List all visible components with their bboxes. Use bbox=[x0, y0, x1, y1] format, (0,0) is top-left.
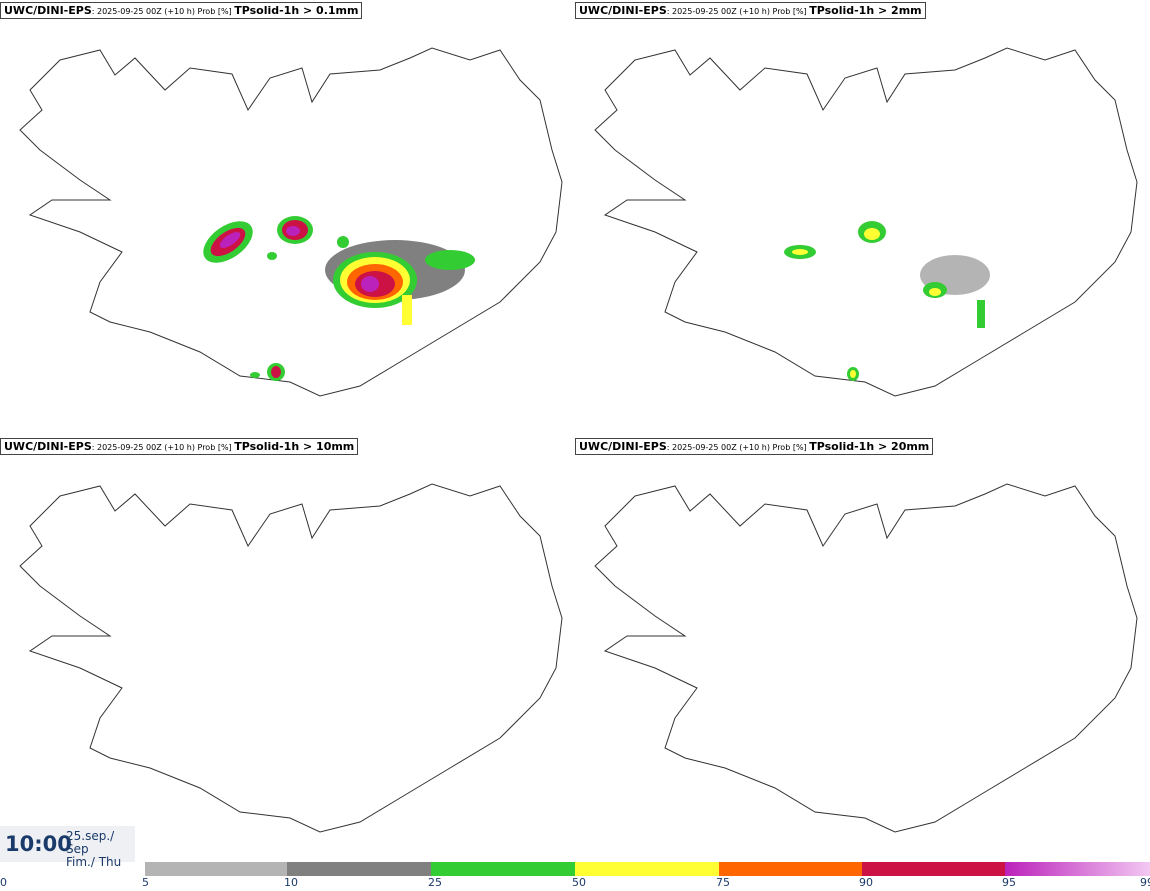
panel-title: UWC/DINI-EPS: 2025-09-25 00Z (+10 h) Pro… bbox=[575, 2, 926, 19]
map-panel-0.1mm: UWC/DINI-EPS: 2025-09-25 00Z (+10 h) Pro… bbox=[0, 0, 575, 430]
iceland-outline bbox=[594, 47, 1138, 397]
colorbar-segment bbox=[575, 862, 719, 876]
map-panel-10mm: UWC/DINI-EPS: 2025-09-25 00Z (+10 h) Pro… bbox=[0, 436, 575, 866]
colorbar-tick-label: 50 bbox=[572, 876, 586, 889]
colorbar-segment bbox=[1005, 862, 1150, 876]
colorbar-tick-label: 99 bbox=[1140, 876, 1150, 889]
map-panel-2mm: UWC/DINI-EPS: 2025-09-25 00Z (+10 h) Pro… bbox=[575, 0, 1150, 430]
colorbar-segment bbox=[145, 862, 287, 876]
colorbar-segment bbox=[431, 862, 575, 876]
date-line-2: Fim./ Thu bbox=[66, 855, 122, 869]
panel-title: UWC/DINI-EPS: 2025-09-25 00Z (+10 h) Pro… bbox=[575, 438, 934, 455]
date-line-1: 25.sep./ Sep bbox=[66, 829, 115, 856]
colorbar-tick-label: 0 bbox=[0, 876, 7, 889]
valid-time: 10:00 bbox=[5, 832, 72, 856]
probability-field bbox=[784, 221, 990, 381]
colorbar-tick-label: 75 bbox=[716, 876, 730, 889]
iceland-outline bbox=[19, 483, 563, 833]
map-panel-20mm: UWC/DINI-EPS: 2025-09-25 00Z (+10 h) Pro… bbox=[575, 436, 1150, 866]
probability-field bbox=[203, 216, 475, 381]
colorbar-segment bbox=[287, 862, 431, 876]
colorbar-segment bbox=[719, 862, 862, 876]
panel-title: UWC/DINI-EPS: 2025-09-25 00Z (+10 h) Pro… bbox=[0, 2, 363, 19]
colorbar-tick-label: 25 bbox=[428, 876, 442, 889]
panel-title: UWC/DINI-EPS: 2025-09-25 00Z (+10 h) Pro… bbox=[0, 438, 359, 455]
colorbar-tick-label: 95 bbox=[1002, 876, 1016, 889]
valid-date: 25.sep./ Sep Fim./ Thu bbox=[66, 830, 135, 869]
iceland-outline bbox=[594, 483, 1138, 833]
colorbar-tick-label: 5 bbox=[142, 876, 149, 889]
colorbar-tick-label: 90 bbox=[859, 876, 873, 889]
valid-time-box: 10:00 25.sep./ Sep Fim./ Thu bbox=[0, 826, 135, 869]
colorbar-segment bbox=[862, 862, 1005, 876]
colorbar-tick-label: 10 bbox=[284, 876, 298, 889]
